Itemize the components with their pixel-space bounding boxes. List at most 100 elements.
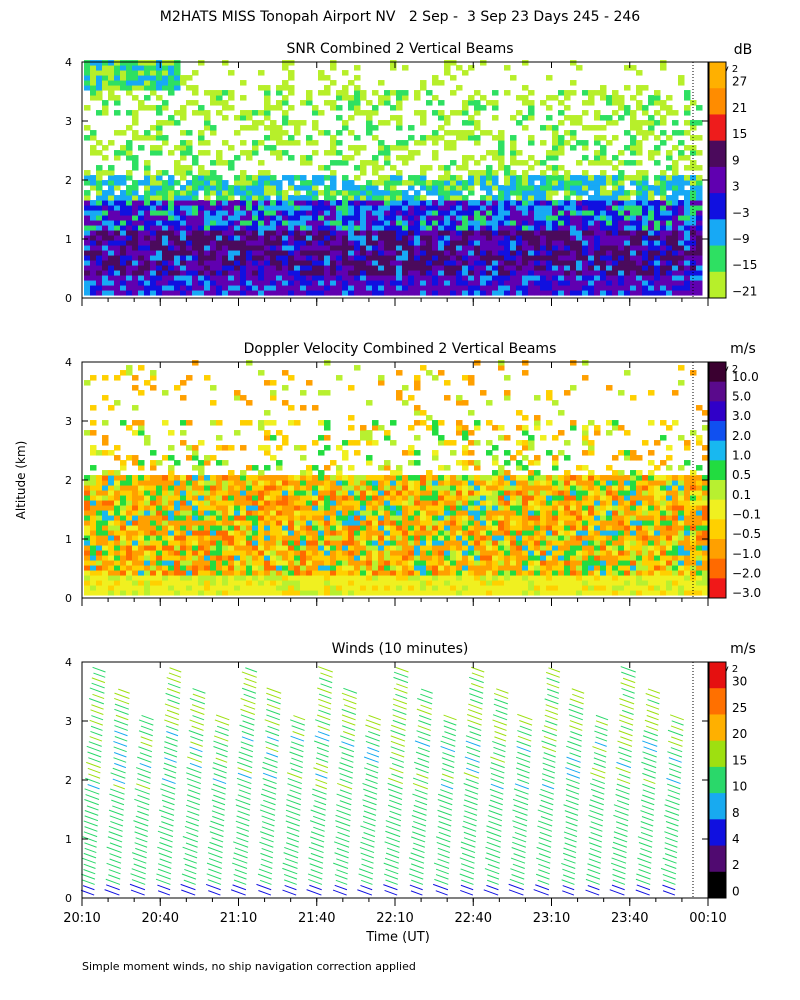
snr-cell	[696, 135, 703, 141]
snr-cell	[432, 200, 439, 206]
doppler-cell	[156, 560, 163, 566]
snr-cell	[372, 270, 379, 276]
snr-cell	[468, 250, 475, 256]
snr-cell	[114, 205, 121, 211]
doppler-cell	[372, 580, 379, 586]
doppler-cell	[252, 475, 259, 481]
snr-cell	[132, 80, 139, 86]
snr-cell	[486, 170, 493, 176]
doppler-cell	[372, 440, 379, 446]
snr-cell	[618, 285, 625, 291]
doppler-cell	[84, 500, 91, 506]
doppler-cell	[228, 470, 235, 476]
doppler-cell	[192, 455, 199, 461]
doppler-cell	[312, 480, 319, 486]
snr-cell	[216, 220, 223, 226]
snr-cell	[318, 175, 325, 181]
doppler-cell	[150, 590, 157, 596]
doppler-cell	[132, 385, 139, 391]
snr-cell	[186, 210, 193, 216]
snr-cell	[696, 255, 703, 261]
doppler-cell	[312, 530, 319, 536]
snr-cell	[468, 290, 475, 296]
snr-cell	[552, 245, 559, 251]
snr-cell	[156, 65, 163, 71]
snr-cell	[486, 180, 493, 186]
doppler-cell	[234, 580, 241, 586]
snr-cell	[288, 215, 295, 221]
snr-cell	[582, 145, 589, 151]
snr-cell	[408, 290, 415, 296]
snr-cell	[468, 155, 475, 161]
doppler-cell	[174, 500, 181, 506]
snr-cell	[288, 205, 295, 211]
snr-cell	[516, 225, 523, 231]
doppler-cell	[372, 505, 379, 511]
snr-cell	[360, 195, 367, 201]
snr-cell	[252, 255, 259, 261]
snr-cell	[516, 230, 523, 236]
snr-cell	[90, 240, 97, 246]
doppler-cell	[390, 545, 397, 551]
snr-cell	[84, 220, 91, 226]
snr-cell	[396, 105, 403, 111]
snr-cell	[528, 115, 535, 121]
snr-cell	[222, 285, 229, 291]
snr-cell	[636, 230, 643, 236]
snr-cell	[636, 245, 643, 251]
colorbar-swatch	[709, 245, 726, 273]
snr-cell	[636, 70, 643, 76]
snr-cell	[210, 285, 217, 291]
snr-cell	[270, 120, 277, 126]
snr-cell	[516, 255, 523, 261]
snr-cell	[162, 230, 169, 236]
snr-cell	[324, 200, 331, 206]
doppler-cell	[408, 460, 415, 466]
snr-cell	[546, 205, 553, 211]
doppler-cell	[420, 530, 427, 536]
snr-cell	[396, 285, 403, 291]
snr-cell	[426, 180, 433, 186]
doppler-cell	[300, 585, 307, 591]
snr-cell	[432, 205, 439, 211]
snr-cell	[186, 150, 193, 156]
doppler-cell	[204, 575, 211, 581]
doppler-cell	[180, 515, 187, 521]
snr-cell	[498, 220, 505, 226]
snr-cell	[504, 185, 511, 191]
snr-cell	[606, 270, 613, 276]
snr-cell	[378, 285, 385, 291]
snr-cell	[294, 235, 301, 241]
snr-cell	[258, 190, 265, 196]
doppler-cell	[408, 520, 415, 526]
snr-cell	[90, 75, 97, 81]
snr-cell	[672, 235, 679, 241]
snr-cell	[294, 205, 301, 211]
snr-cell	[348, 95, 355, 101]
doppler-cell	[288, 550, 295, 556]
doppler-cell	[312, 510, 319, 516]
snr-cell	[366, 160, 373, 166]
snr-cell	[570, 200, 577, 206]
snr-cell	[204, 215, 211, 221]
doppler-cell	[276, 575, 283, 581]
doppler-cell	[120, 555, 127, 561]
snr-cell	[498, 130, 505, 136]
doppler-cell	[150, 515, 157, 521]
doppler-cell	[276, 430, 283, 436]
snr-cell	[396, 270, 403, 276]
doppler-cell	[168, 560, 175, 566]
snr-cell	[288, 240, 295, 246]
snr-cell	[456, 265, 463, 271]
snr-cell	[642, 110, 649, 116]
snr-cell	[630, 235, 637, 241]
snr-cell	[174, 255, 181, 261]
snr-cell	[696, 220, 703, 226]
snr-cell	[474, 140, 481, 146]
doppler-cell	[270, 550, 277, 556]
doppler-cell	[114, 555, 121, 561]
snr-cell	[126, 90, 133, 96]
snr-cell	[684, 130, 691, 136]
doppler-cell	[240, 535, 247, 541]
snr-cell	[216, 270, 223, 276]
